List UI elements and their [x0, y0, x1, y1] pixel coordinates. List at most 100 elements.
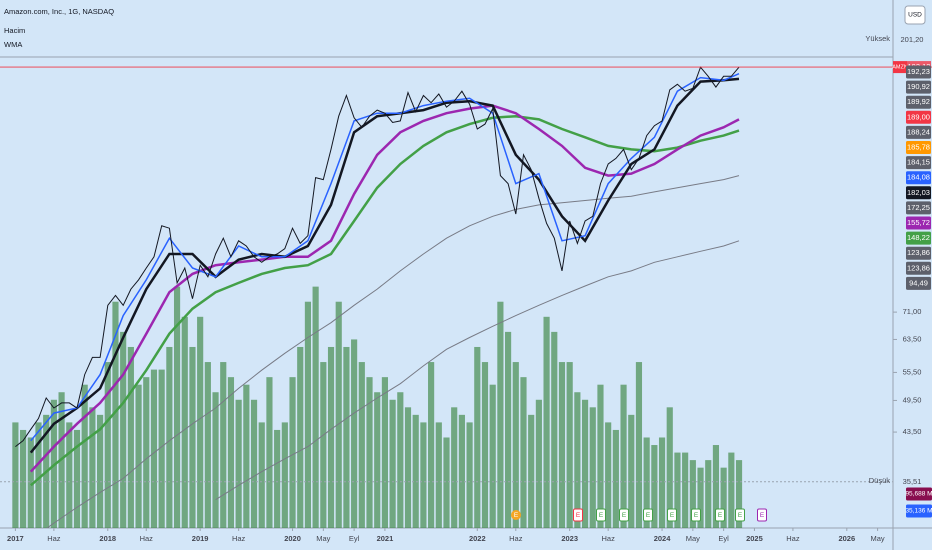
volume-badge	[906, 487, 932, 501]
x-tick-label: Eyl	[349, 534, 360, 543]
price-badge	[906, 171, 931, 185]
volume-bar	[658, 437, 666, 528]
x-tick-label: 2025	[746, 534, 763, 543]
line-series	[215, 240, 740, 501]
volume-bar	[243, 384, 250, 528]
volume-bar	[643, 437, 650, 528]
volume-bar	[173, 286, 181, 528]
volume-bar	[81, 384, 88, 528]
y-tick-label: 55,50	[903, 367, 922, 376]
price-badge-label: 189,92	[907, 97, 930, 106]
volume-bar	[458, 414, 465, 528]
plot	[0, 56, 893, 528]
volume-bar	[250, 399, 258, 528]
price-badge-label: 189,00	[907, 112, 930, 121]
high-label: Yüksek	[865, 34, 890, 43]
price-badge	[906, 201, 931, 215]
price-badge	[906, 231, 931, 245]
earnings-marker-label: E	[670, 512, 675, 519]
earnings-marker-label: E	[646, 512, 651, 519]
price-badge	[906, 110, 931, 124]
volume-bar	[620, 384, 627, 528]
price-badge	[906, 125, 931, 139]
currency-button[interactable]	[904, 5, 926, 25]
y-tick-label: 71,00	[903, 307, 922, 316]
volume-bar	[735, 460, 743, 528]
x-tick-label: 2021	[377, 534, 394, 543]
earnings-marker	[735, 508, 745, 522]
price-badge	[906, 80, 931, 94]
earnings-marker-label: E	[760, 512, 765, 519]
x-tick-label: Haz	[601, 534, 615, 543]
y-tick-label: 63,50	[903, 334, 922, 343]
earnings-marker-label: E	[694, 512, 699, 519]
price-badge	[906, 216, 931, 230]
volume-bar	[581, 399, 589, 528]
volume-bar	[166, 346, 173, 528]
price-badge-label: 192,23	[907, 67, 930, 76]
volume-badge-label: 95,688 M	[905, 491, 932, 498]
volume-bar	[512, 362, 519, 528]
volume-bar	[666, 407, 673, 528]
volume-bar	[66, 422, 73, 528]
price-badge-label: 188,24	[907, 127, 930, 136]
volume-bar	[89, 407, 96, 528]
volume-bar	[605, 422, 612, 528]
x-tick-label: Haz	[47, 534, 61, 543]
volume-bar	[682, 452, 689, 528]
x-tick-label: 2026	[838, 534, 855, 543]
y-tick-label: 43,50	[903, 427, 922, 436]
volume-bar	[389, 399, 396, 528]
currency-label[interactable]: USD	[908, 12, 922, 19]
volume-bar	[674, 452, 681, 528]
price-badge-label: 182,03	[907, 188, 930, 197]
earnings-marker-label: E	[599, 512, 604, 519]
volume-bar	[635, 362, 643, 528]
x-tick-label: 2018	[99, 534, 116, 543]
volume-bar	[297, 346, 304, 528]
volume-bar	[728, 452, 735, 528]
earnings-marker-label: E	[576, 512, 581, 519]
volume-bar	[335, 301, 342, 528]
line-series	[30, 73, 740, 442]
volume-badge	[906, 504, 932, 518]
volume-bar	[358, 362, 365, 528]
volume-bar	[428, 362, 435, 528]
price-badge-label: 123,86	[907, 248, 930, 257]
price-badge-label: 184,15	[907, 158, 930, 167]
price-badge	[906, 65, 931, 79]
volume-bar	[420, 422, 427, 528]
volume-bar	[374, 392, 381, 528]
earnings-marker	[619, 508, 629, 522]
symbol-badge	[893, 61, 907, 74]
price-badge	[906, 261, 931, 275]
volume-bar	[312, 286, 319, 528]
volume-bar	[481, 362, 489, 528]
x-tick-label: Haz	[140, 534, 154, 543]
volume-bar	[20, 429, 27, 528]
high-value: 201,20	[901, 35, 924, 44]
volume-bar	[404, 407, 412, 528]
volume-bar	[12, 422, 19, 528]
line-series	[15, 66, 740, 447]
volume-bar	[220, 362, 227, 528]
low-value: 35,51	[903, 477, 922, 486]
volume-bar	[235, 399, 242, 528]
volume-bar	[351, 339, 358, 528]
volume-bar	[274, 429, 281, 528]
x-tick-label: 2020	[284, 534, 301, 543]
volume-bar	[197, 316, 204, 528]
price-badge-label: 172,25	[907, 203, 930, 212]
price-badge-label: 123,86	[907, 263, 930, 272]
volume-bar	[204, 362, 211, 528]
x-tick-label: 2023	[561, 534, 578, 543]
x-tick-label: Haz	[786, 534, 800, 543]
volume-bar	[320, 362, 327, 528]
x-tick-label: 2022	[469, 534, 486, 543]
volume-bar	[589, 407, 596, 528]
volume-badge-label: 35,136 M	[905, 508, 932, 515]
volume-bar	[543, 316, 550, 528]
volume-bar	[212, 392, 219, 528]
volume-bar	[104, 362, 111, 528]
price-badge	[906, 95, 931, 109]
